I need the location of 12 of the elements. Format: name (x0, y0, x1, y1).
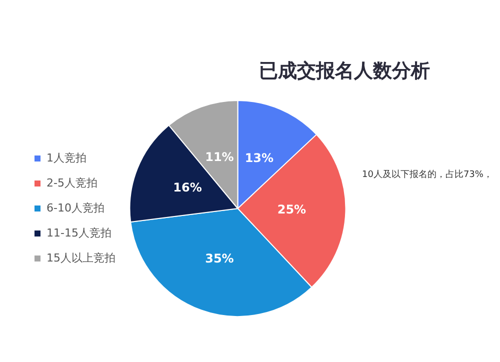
data-label: 25% (277, 202, 306, 216)
data-label: 11% (205, 150, 234, 164)
data-label: 13% (244, 151, 274, 166)
legend-label: 11-15人竞拍 (46, 226, 112, 240)
data-label: 35% (205, 251, 234, 266)
legend-label: 1人竞拍 (46, 151, 86, 164)
legend-label: 15人以上竞拍 (46, 251, 116, 264)
text: 10人及以下报名的，占比73%， (362, 168, 494, 181)
data-label: 16% (173, 180, 202, 195)
legend-label: 2-5人竞拍 (46, 176, 98, 190)
chart-title: 已成交报名人数分析 (259, 59, 430, 84)
legend-label: 6-10人竞拍 (46, 201, 104, 214)
